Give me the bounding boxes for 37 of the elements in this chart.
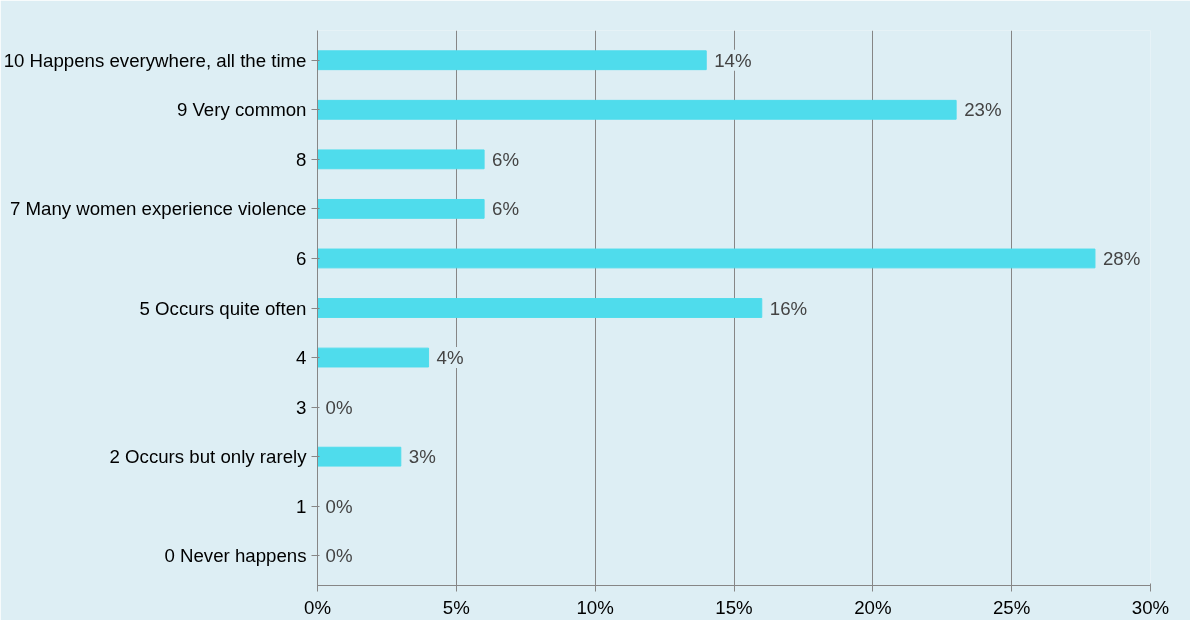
y-tick-label: 9 Very common bbox=[176, 99, 307, 121]
bar bbox=[317, 248, 1096, 269]
bar bbox=[317, 99, 957, 120]
y-tick-label: 6 bbox=[296, 247, 307, 269]
bar bbox=[317, 298, 763, 318]
data-label: 23% bbox=[964, 99, 1002, 121]
y-tick-label: 7 Many women experience violence bbox=[9, 198, 307, 220]
y-tick-label: 2 Occurs but only rarely bbox=[109, 446, 308, 468]
bar bbox=[317, 347, 430, 368]
bar bbox=[317, 446, 402, 467]
data-label: 0% bbox=[325, 396, 353, 418]
x-tick-label: 20% bbox=[854, 596, 892, 618]
y-tick-label: 10 Happens everywhere, all the time bbox=[3, 49, 307, 71]
y-tick-label: 0 Never happens bbox=[164, 545, 307, 567]
data-label: 14% bbox=[714, 49, 752, 71]
x-tick-label: 5% bbox=[442, 596, 470, 618]
data-label: 6% bbox=[492, 148, 520, 170]
y-tick-label: 1 bbox=[296, 495, 307, 517]
y-tick-label: 4 bbox=[296, 347, 307, 369]
y-tick-label: 3 bbox=[296, 396, 307, 418]
data-label: 3% bbox=[408, 446, 436, 468]
data-label: 28% bbox=[1102, 247, 1141, 269]
data-label: 4% bbox=[436, 347, 464, 369]
bar bbox=[317, 198, 485, 219]
x-tick-label: 15% bbox=[715, 596, 753, 618]
y-tick-label: 5 Occurs quite often bbox=[139, 297, 307, 319]
x-tick-label: 0% bbox=[304, 596, 331, 618]
data-label: 0% bbox=[325, 545, 353, 567]
bar bbox=[317, 50, 707, 71]
x-tick-label: 30% bbox=[1131, 596, 1170, 618]
data-label: 0% bbox=[325, 495, 353, 517]
x-tick-label: 10% bbox=[576, 596, 614, 618]
y-tick-label: 8 bbox=[296, 148, 307, 170]
x-tick-label: 25% bbox=[993, 596, 1031, 618]
data-label: 16% bbox=[769, 297, 808, 319]
data-label: 6% bbox=[492, 198, 520, 220]
bar bbox=[317, 149, 485, 170]
